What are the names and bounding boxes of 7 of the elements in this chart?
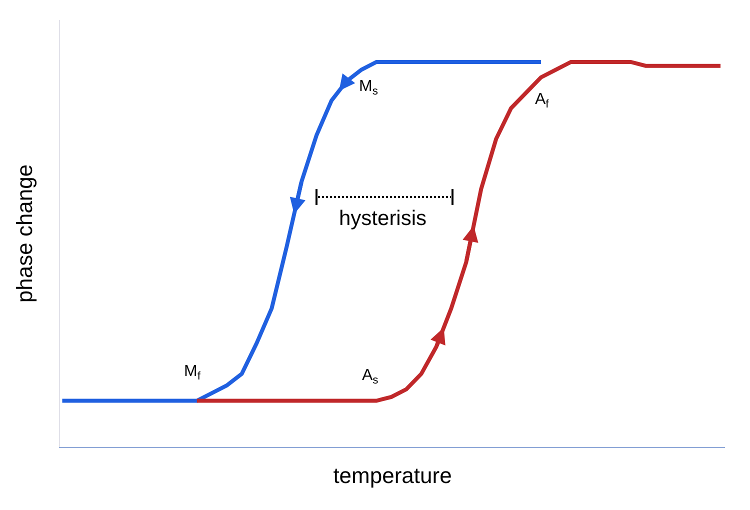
annotation: hysterisis [339, 207, 427, 230]
y-axis-title: phase change [12, 164, 37, 303]
annotation: A$_{s}$ [362, 367, 379, 386]
x-axis-title: temperature [333, 462, 452, 488]
annotation: M$_{s}$ [359, 78, 378, 98]
annotation: A$_{f}$ [535, 91, 550, 110]
annotation: M$_{f}$ [184, 363, 202, 382]
